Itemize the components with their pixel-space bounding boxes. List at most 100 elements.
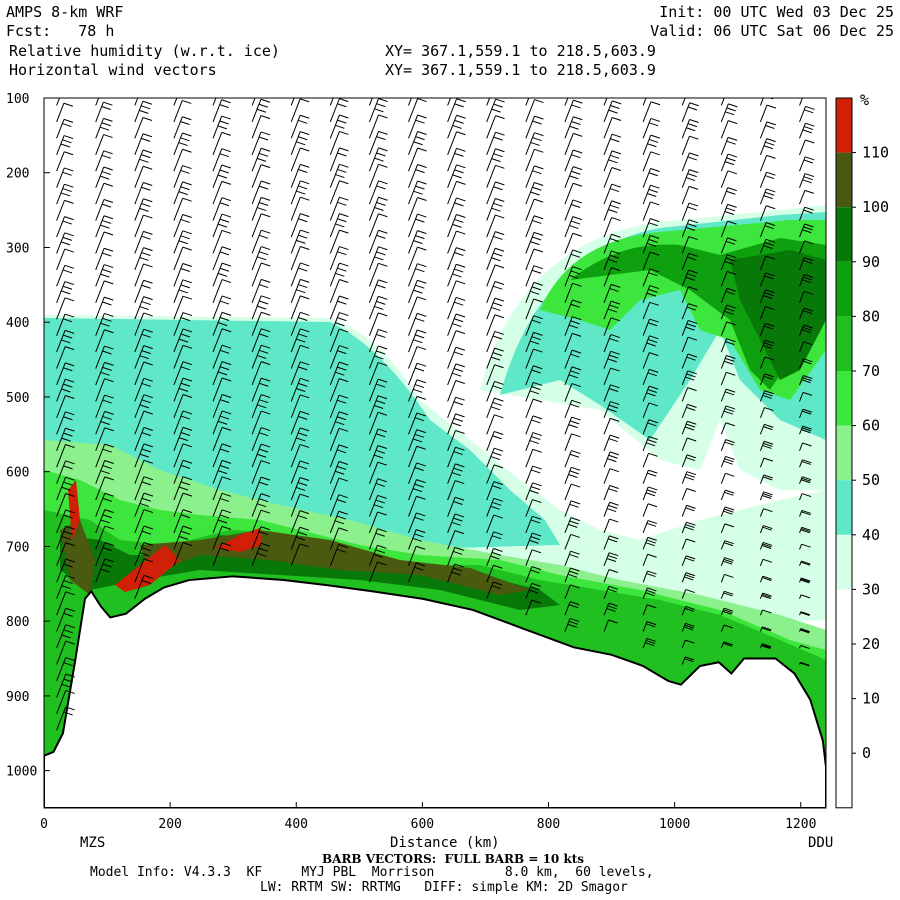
wind-barb-staff	[95, 199, 105, 221]
valid-time: Valid: 06 UTC Sat 06 Dec 25	[650, 22, 894, 40]
wind-barb-feather	[689, 169, 699, 174]
wind-barb-staff	[681, 320, 689, 336]
wind-barb-staff	[759, 255, 767, 271]
wind-barb-feather	[801, 509, 812, 514]
wind-barb-feather	[686, 306, 697, 311]
wind-barb-staff	[799, 240, 805, 254]
wind-barb-staff	[525, 115, 535, 139]
wind-barb-feather	[800, 629, 810, 634]
wind-barb-feather	[491, 585, 501, 590]
wind-barb-feather	[100, 224, 110, 229]
wind-barb-feather	[337, 399, 347, 404]
wind-barb-feather	[182, 132, 192, 137]
wind-barb-feather	[686, 423, 696, 428]
wind-barb-feather	[338, 427, 349, 432]
wind-barb-feather	[765, 125, 775, 129]
wind-barb-feather	[689, 102, 699, 107]
wind-barb-staff	[95, 118, 104, 139]
wind-barb-feather	[726, 107, 736, 112]
wind-barb-feather	[178, 535, 189, 540]
wind-barb-staff	[525, 482, 534, 501]
wind-barb-staff	[759, 205, 767, 221]
wind-barb-staff	[95, 134, 105, 155]
wind-barb-feather	[299, 477, 310, 481]
wind-barb-staff	[408, 131, 419, 155]
wind-barb-staff	[525, 566, 533, 583]
wind-barb-feather	[258, 136, 269, 141]
wind-barb-feather	[62, 220, 72, 225]
wind-barb-staff	[212, 279, 223, 303]
wind-barb-staff	[408, 346, 418, 369]
wind-barb-feather	[453, 417, 463, 422]
wind-barb-feather	[64, 297, 75, 302]
wind-barb-feather	[610, 350, 620, 355]
wind-barb-feather	[339, 98, 349, 103]
colorbar-swatch	[836, 207, 852, 262]
wind-barb-staff	[642, 101, 652, 123]
wind-barb-staff	[720, 624, 725, 632]
wind-barb-feather	[143, 361, 153, 366]
wind-barb-feather	[762, 394, 772, 399]
wind-barb-feather	[455, 363, 465, 368]
wind-barb-staff	[564, 601, 571, 616]
wind-barb-feather	[494, 431, 504, 435]
wind-barb-staff	[447, 264, 457, 287]
wind-barb-feather	[414, 566, 424, 571]
wind-barb-feather	[490, 505, 500, 510]
wind-barb-feather	[571, 383, 582, 388]
wind-barb-staff	[290, 147, 301, 172]
wind-barb-staff	[212, 197, 223, 221]
wind-barb-feather	[610, 300, 621, 305]
wind-barb-feather	[296, 93, 305, 96]
wind-barb-staff	[251, 443, 262, 468]
wind-barb-feather	[65, 525, 75, 530]
wind-barb-staff	[564, 133, 574, 155]
wind-barb-feather	[572, 249, 582, 254]
wind-barb-staff	[251, 197, 262, 221]
wind-barb-staff	[681, 186, 690, 205]
wind-barb-feather	[182, 426, 193, 431]
wind-barb-staff	[251, 295, 262, 320]
wind-barb-feather	[140, 105, 151, 110]
wind-barb-staff	[799, 375, 804, 386]
wind-barb-feather	[335, 421, 345, 426]
wind-barb-feather	[65, 542, 75, 547]
wind-barb-staff	[759, 356, 766, 369]
wind-barb-feather	[102, 268, 112, 273]
wind-barb-staff	[486, 431, 495, 451]
wind-barb-feather	[180, 317, 191, 322]
wind-barb-staff	[564, 551, 572, 567]
wind-barb-staff	[799, 645, 801, 649]
wind-barb-feather	[690, 86, 699, 89]
wind-barb-staff	[368, 545, 378, 567]
wind-barb-staff	[329, 361, 340, 386]
wind-barb-feather	[687, 256, 697, 261]
wind-barb-feather	[375, 400, 386, 405]
wind-barb-staff	[56, 493, 67, 517]
wind-barb-feather	[763, 195, 773, 200]
wind-barb-staff	[759, 104, 768, 123]
init-time: Init: 00 UTC Wed 03 Dec 25	[659, 3, 894, 21]
wind-barb-feather	[805, 122, 815, 127]
wind-barb-feather	[297, 432, 308, 437]
wind-barb-staff	[95, 166, 105, 188]
wind-barb-staff	[525, 198, 535, 221]
wind-barb-feather	[259, 251, 269, 256]
wind-barb-feather	[722, 610, 732, 615]
wind-barb-feather	[609, 484, 619, 489]
wind-barb-feather	[104, 525, 114, 530]
wind-barb-staff	[173, 98, 178, 106]
wind-barb-staff	[720, 254, 728, 271]
wind-barb-feather	[143, 459, 154, 464]
wind-barb-feather	[260, 476, 271, 481]
wind-barb-feather	[801, 526, 811, 531]
wind-barb-feather	[765, 222, 776, 226]
wind-barb-feather	[180, 514, 191, 519]
wind-barb-feather	[723, 558, 733, 563]
wind-barb-feather	[568, 324, 579, 329]
wind-barb-feather	[685, 622, 695, 627]
wind-barb-feather	[726, 270, 737, 275]
wind-barb-feather	[611, 150, 622, 155]
wind-barb-feather	[687, 123, 698, 128]
